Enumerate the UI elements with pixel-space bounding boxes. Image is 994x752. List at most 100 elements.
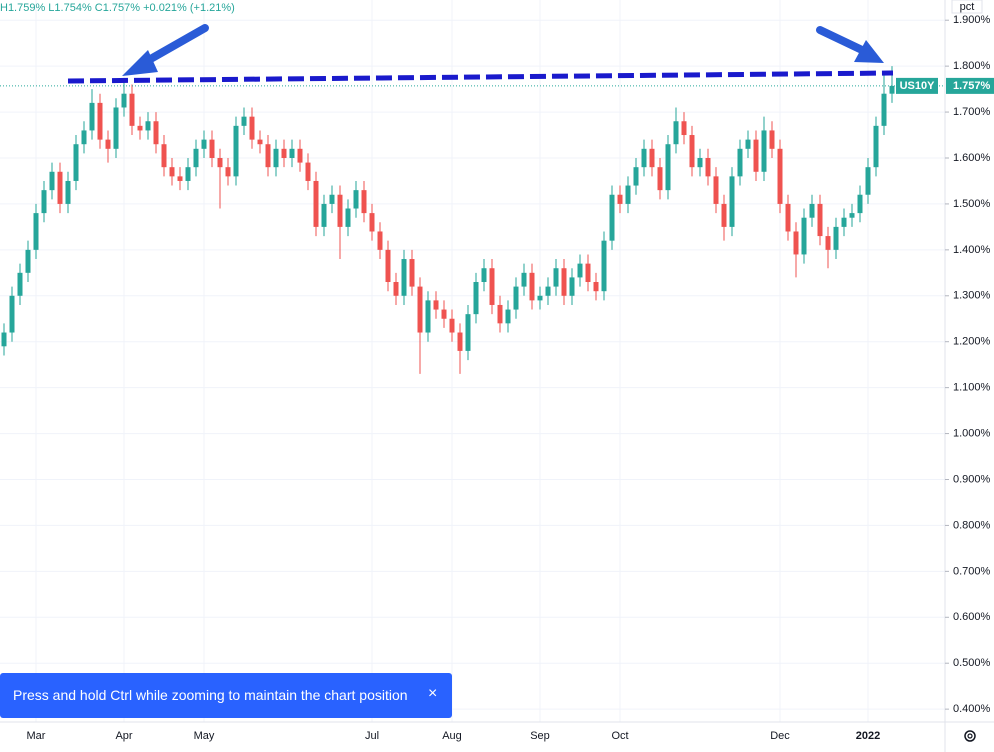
axis-unit: pct	[960, 1, 975, 13]
candle-body	[73, 144, 79, 181]
candle-body	[713, 176, 719, 204]
candle-body	[497, 304, 503, 324]
ohlc-legend: H1.759% L1.754% C1.757% +0.021% (+1.21%)	[0, 2, 235, 14]
candle-body	[25, 249, 31, 273]
y-tick-label: 0.800%	[953, 519, 991, 531]
candle-body	[737, 148, 743, 177]
candle-body	[425, 300, 431, 333]
x-tick-label: 2022	[856, 730, 880, 742]
candle-body	[313, 180, 319, 227]
candle-body	[569, 277, 575, 296]
x-tick-label: May	[194, 730, 215, 742]
candle-body	[97, 102, 103, 140]
candle-body	[657, 167, 663, 191]
close-notice[interactable]: ×	[428, 685, 438, 702]
notice-text: Press and hold Ctrl while zooming to mai…	[13, 687, 408, 703]
candle-body	[609, 194, 615, 241]
candle-body	[753, 139, 759, 172]
candle-body	[849, 213, 855, 218]
candle-body	[585, 263, 591, 283]
candle-body	[289, 148, 295, 158]
candle-body	[465, 314, 471, 351]
candle-body	[49, 171, 55, 191]
candle-body	[577, 263, 583, 278]
candle-body	[441, 309, 447, 319]
candle-body	[761, 130, 767, 172]
y-tick-label: 0.400%	[953, 703, 991, 715]
y-tick-label: 0.600%	[953, 611, 991, 623]
x-tick-label: Sep	[530, 730, 550, 742]
resistance-line	[67, 70, 894, 84]
candle-body	[105, 139, 111, 149]
candle-body	[225, 167, 231, 177]
candle-body	[345, 208, 351, 227]
symbol-tag	[896, 77, 938, 94]
candle-body	[521, 272, 527, 287]
candle-body	[769, 130, 775, 149]
last-price-label: 1.757%	[953, 80, 991, 92]
candle-body	[457, 332, 463, 351]
candle-body	[777, 148, 783, 204]
candle-body	[353, 190, 359, 209]
candle-body	[681, 121, 687, 136]
candle-body	[785, 203, 791, 232]
candle-body	[145, 121, 151, 131]
candle-body	[553, 268, 559, 287]
candle-body	[209, 139, 215, 158]
candle-body	[817, 203, 823, 237]
candle-body	[129, 93, 135, 126]
candle-body	[801, 217, 807, 255]
y-tick-label: 1.600%	[953, 152, 991, 164]
y-tick-label: 1.000%	[953, 427, 991, 439]
y-tick-label: 1.300%	[953, 290, 991, 302]
candle-body	[833, 226, 839, 250]
unit-box	[951, 0, 983, 14]
candle-body	[329, 194, 335, 204]
candle-body	[185, 167, 191, 181]
candle-body	[641, 148, 647, 168]
candle-body	[865, 167, 871, 195]
y-tick-label: 0.500%	[953, 657, 991, 669]
candle-body	[233, 125, 239, 177]
last-price-tag	[946, 77, 994, 94]
candle-body	[9, 295, 15, 333]
candle-body	[673, 121, 679, 145]
candle-body	[81, 130, 87, 145]
y-tick-label: 1.200%	[953, 336, 991, 348]
y-tick-label: 1.800%	[953, 60, 991, 72]
x-tick-label: Aug	[442, 730, 462, 742]
candle-body	[297, 148, 303, 163]
candle-body	[401, 259, 407, 296]
candle-body	[593, 282, 599, 292]
candle-body	[617, 194, 623, 204]
candle-body	[505, 309, 511, 324]
candle-body	[17, 272, 23, 296]
candle-body	[337, 194, 343, 227]
candle-body	[721, 203, 727, 227]
candle-body	[433, 300, 439, 310]
notice: Press and hold Ctrl while zooming to mai…	[0, 673, 452, 718]
settings-icon[interactable]	[964, 730, 976, 742]
candle-body	[409, 259, 415, 287]
candle-body	[537, 295, 543, 301]
arrow-left	[122, 24, 209, 76]
x-tick-label: Mar	[27, 730, 46, 742]
candle-body	[113, 107, 119, 149]
candle-body	[601, 240, 607, 292]
candle-body	[649, 148, 655, 168]
candle-body	[561, 268, 567, 296]
candle-body	[625, 185, 631, 204]
candle-body	[257, 139, 263, 145]
candle-body	[161, 144, 167, 168]
candle-body	[177, 176, 183, 181]
y-tick-label: 0.900%	[953, 473, 991, 485]
candle-body	[265, 144, 271, 168]
x-tick-label: Jul	[365, 730, 379, 742]
y-tick-label: 1.500%	[953, 198, 991, 210]
x-tick-label: Apr	[115, 730, 132, 742]
candle-body	[841, 217, 847, 227]
candle-body	[89, 102, 95, 131]
candle-body	[153, 121, 159, 145]
